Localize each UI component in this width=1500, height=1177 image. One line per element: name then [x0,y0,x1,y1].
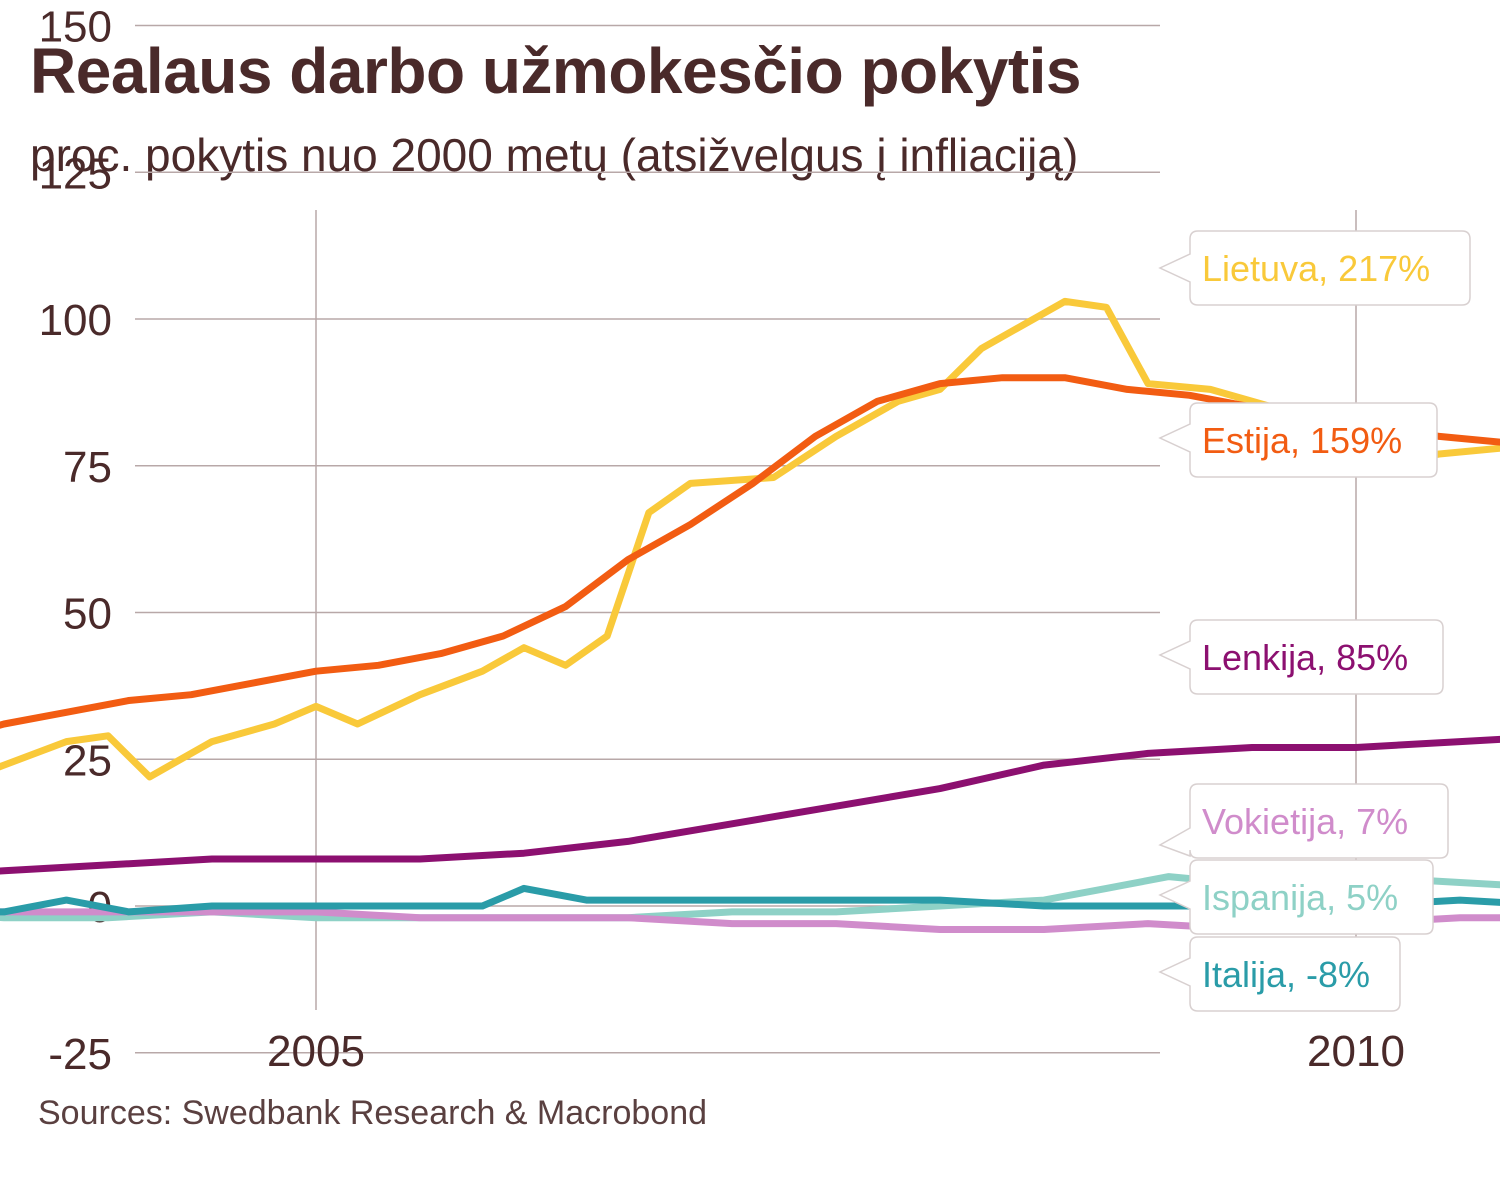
label-box [1158,402,1438,478]
x-axis-ticks: 20052010201520202025 [267,1027,1405,1076]
label-box [1158,619,1444,695]
series-label-lenkija: Lenkija, 85% [1158,619,1444,695]
label-box [1158,230,1471,306]
label-text: Lenkija, 85% [1202,637,1408,678]
series-line-vokietija [0,908,1500,933]
series-label-estija: Estija, 159% [1158,402,1438,478]
label-box [1158,936,1401,1012]
series-line-lietuva [0,297,1500,781]
label-box [1158,783,1449,859]
series-label-lietuva: Lietuva, 217% [1158,230,1471,306]
series-line-estija [0,374,1500,729]
label-text: Ispanija, 5% [1202,877,1398,918]
series-labels: Lietuva, 217% Estija, 159% Lenkija, 85% Vok… [1158,230,1471,1012]
x-tick-label: 2005 [267,1027,365,1076]
y-tick-label: 50 [63,590,112,639]
y-tick-label: 75 [63,443,112,492]
series-label-ispanija: Ispanija, 5% [1158,859,1434,935]
x-tick-label: 2010 [1307,1027,1405,1076]
label-text: Lietuva, 217% [1202,248,1430,289]
series-label-italija: Italija, -8% [1158,936,1401,1012]
series-line-italija [0,884,1500,916]
y-axis-ticks: 2252001751501251007550250-25 [39,3,112,1079]
y-tick-label: 125 [39,149,112,198]
label-text: Estija, 159% [1202,420,1402,461]
chart-title: Realaus darbo užmokesčio pokytis [30,35,1082,107]
y-tick-label: 100 [39,296,112,345]
y-tick-label: -25 [48,1030,112,1079]
label-text: Vokietija, 7% [1202,801,1408,842]
y-tick-label: 150 [39,3,112,52]
label-text: Italija, -8% [1202,954,1370,995]
series-lines [0,297,1500,933]
source-note: Sources: Swedbank Research & Macrobond [38,1094,708,1132]
label-box [1158,859,1434,935]
series-label-vokietija: Vokietija, 7% [1158,783,1449,859]
series-line-lenkija [0,735,1500,875]
